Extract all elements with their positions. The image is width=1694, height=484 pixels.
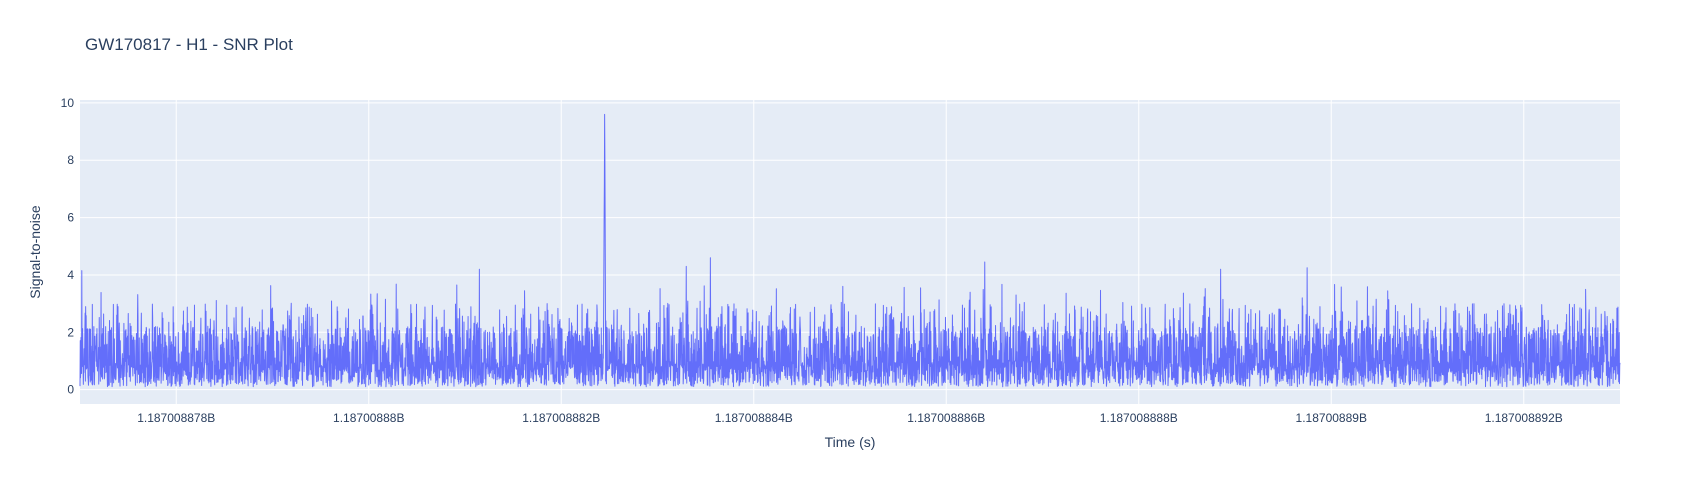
snr-trace-line — [79, 113, 1621, 388]
y-tick-label: 0 — [67, 383, 74, 397]
x-tick-label: 1.187008878B — [137, 411, 215, 425]
x-tick-label: 1.18700889B — [1296, 411, 1367, 425]
x-tick-label: 1.187008888B — [1100, 411, 1178, 425]
x-tick-label: 1.187008884B — [715, 411, 793, 425]
y-axis-ticks: 0 2 4 6 8 10 — [61, 96, 75, 397]
y-tick-label: 10 — [61, 96, 75, 110]
y-tick-label: 2 — [67, 325, 74, 339]
y-axis-title: Signal-to-noise — [27, 205, 43, 299]
y-tick-label: 6 — [67, 211, 74, 225]
y-tick-label: 4 — [67, 268, 74, 282]
x-axis-ticks: 1.187008878B 1.18700888B 1.187008882B 1.187… — [137, 411, 1563, 425]
x-tick-label: 1.187008886B — [907, 411, 985, 425]
x-tick-label: 1.187008892B — [1485, 411, 1563, 425]
chart-title: GW170817 - H1 - SNR Plot — [85, 35, 293, 54]
x-tick-label: 1.187008882B — [522, 411, 600, 425]
x-tick-label: 1.18700888B — [333, 411, 404, 425]
y-tick-label: 8 — [67, 153, 74, 167]
x-axis-title: Time (s) — [825, 434, 876, 450]
